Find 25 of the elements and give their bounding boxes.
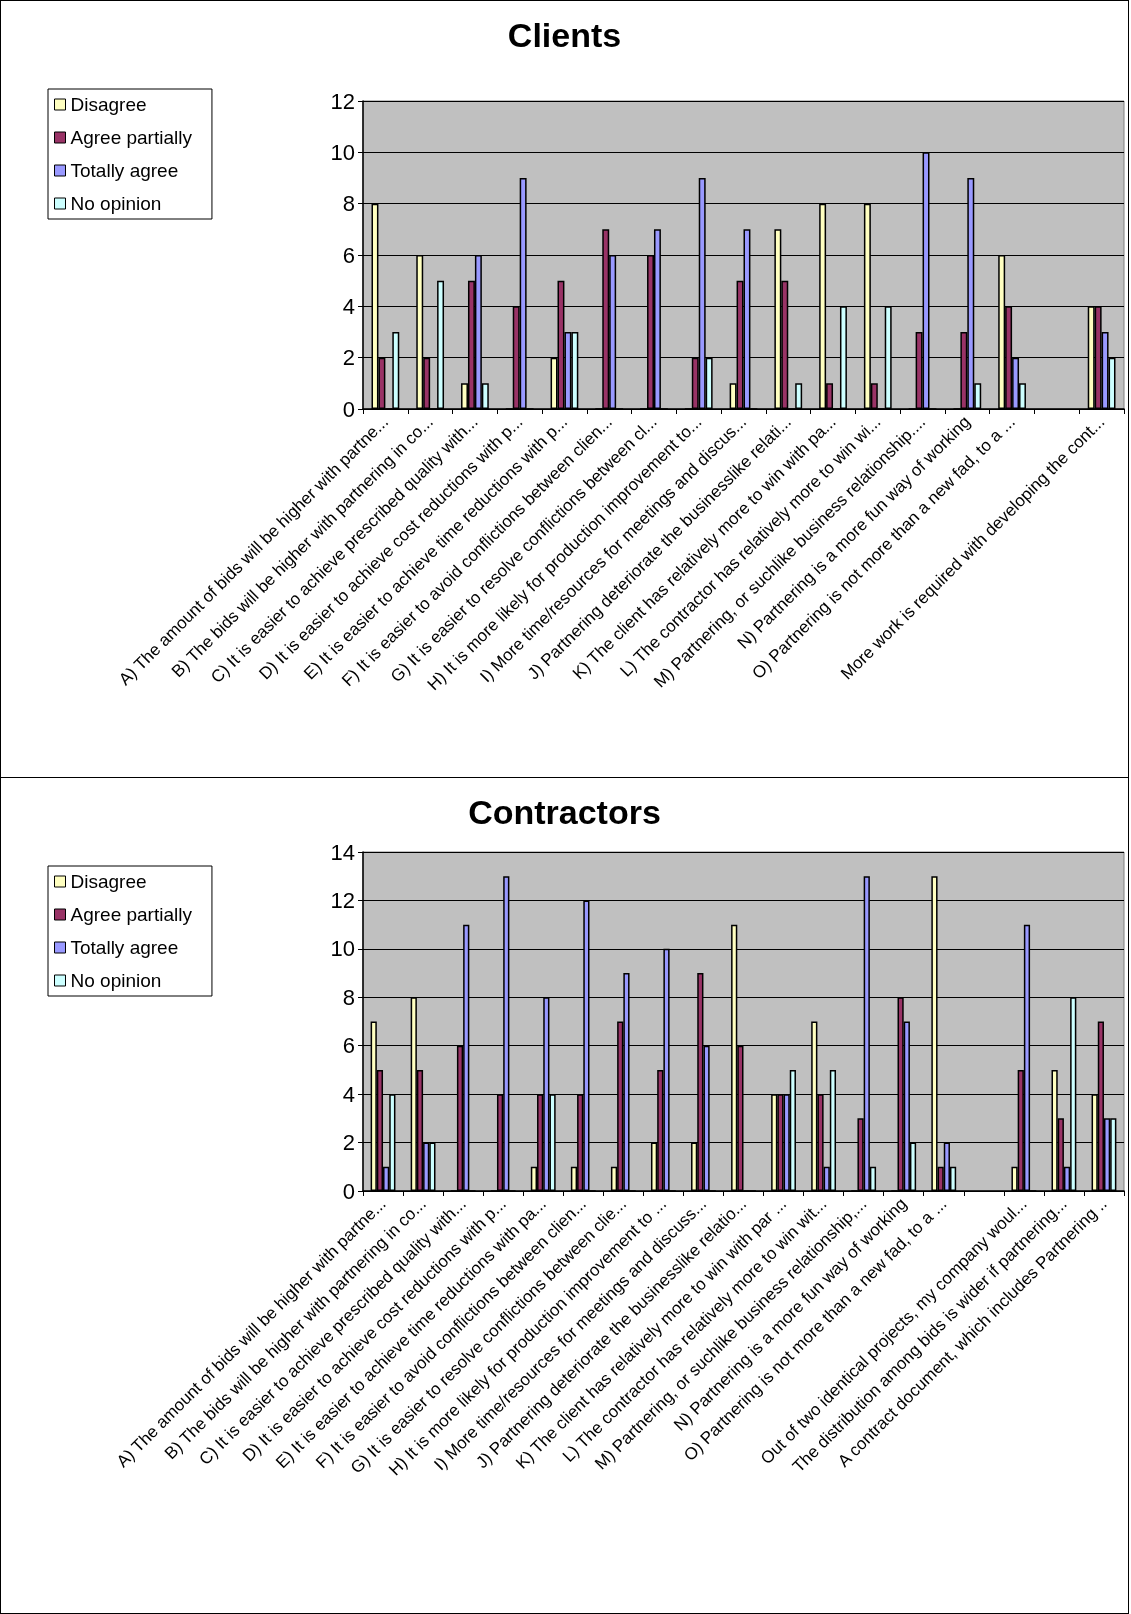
y-tick-label: 4 (342, 1081, 355, 1107)
y-tick-label: 2 (342, 345, 355, 371)
y-tick-label: 6 (342, 242, 355, 268)
y-tick-label: 14 (330, 839, 355, 865)
legend-label: Totally agree (70, 937, 179, 958)
legend-label: Disagree (70, 871, 147, 892)
legend-label: Totally agree (70, 160, 179, 181)
legend-label: Disagree (70, 94, 147, 115)
y-tick-label: 8 (342, 984, 355, 1010)
legend-label: No opinion (70, 970, 162, 991)
chart-title: Contractors (468, 793, 661, 831)
legend-label: Agree partially (70, 904, 193, 925)
y-tick-label: 0 (342, 396, 355, 422)
y-tick-label: 12 (330, 887, 355, 913)
y-tick-label: 10 (330, 936, 355, 962)
y-tick-label: 2 (342, 1130, 355, 1156)
y-tick-label: 10 (330, 139, 355, 165)
legend-label: No opinion (70, 193, 162, 214)
y-tick-label: 4 (342, 293, 355, 319)
chart-title: Clients (507, 16, 622, 54)
y-tick-label: 8 (342, 191, 355, 217)
y-tick-label: 0 (342, 1178, 355, 1204)
y-tick-label: 12 (330, 88, 355, 114)
legend-label: Agree partially (70, 127, 193, 148)
y-tick-label: 6 (342, 1033, 355, 1059)
